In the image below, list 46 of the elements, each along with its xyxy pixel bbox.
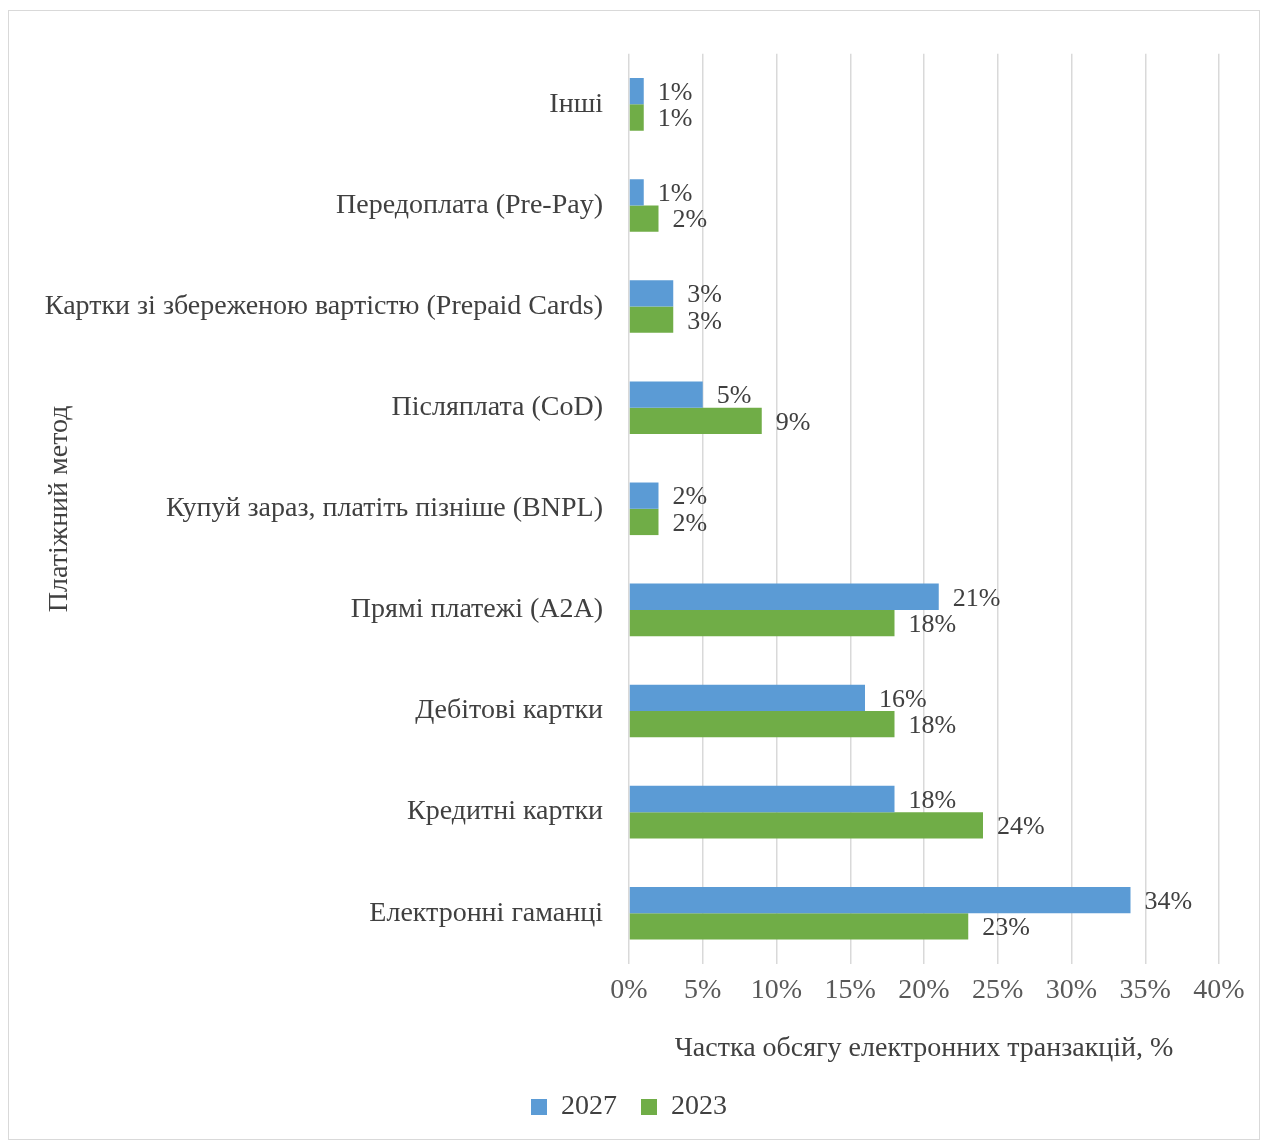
y-tick-label: Купуй зараз, платіть пізніше (BNPL): [166, 491, 603, 523]
y-tick-label: Дебітові картки: [415, 693, 604, 725]
bar: [629, 583, 939, 610]
y-tick-label: Кредитні картки: [406, 794, 604, 826]
x-tick-label: 25%: [972, 972, 1024, 1004]
bar: [629, 205, 659, 232]
bar: [629, 812, 983, 839]
bar: [629, 280, 674, 307]
data-label: 18%: [908, 784, 957, 814]
data-label: 5%: [716, 380, 752, 410]
y-tick-label: Передоплата (Pre-Pay): [336, 187, 603, 219]
x-tick-label: 15%: [824, 972, 876, 1004]
bar: [629, 306, 674, 333]
bar: [629, 609, 895, 637]
bar: [629, 785, 895, 813]
x-tick-label: 30%: [1045, 972, 1098, 1004]
x-tick-label: 35%: [1119, 972, 1171, 1004]
y-tick-label: Картки зі збереженою вартістю (Prepaid Cards): [44, 288, 603, 320]
bar: [629, 684, 865, 712]
bar: [629, 482, 659, 509]
bar: [629, 104, 644, 131]
y-tick-label: Післяплата (CoD): [391, 390, 603, 422]
bar: [629, 381, 703, 408]
data-label: 9%: [775, 406, 811, 436]
y-tick-label: Прямі платежі (A2A): [350, 592, 603, 624]
y-axis-title: Платіжний метод: [42, 405, 74, 613]
x-tick-label: 10%: [750, 972, 803, 1004]
bar: [629, 913, 969, 940]
y-tick-label: Електронні гаманці: [369, 895, 604, 927]
data-label: 24%: [997, 811, 1045, 841]
x-tick-label: 40%: [1193, 972, 1245, 1004]
bar: [629, 407, 762, 434]
bar: [629, 508, 659, 536]
x-tick-label: 0%: [610, 972, 648, 1004]
legend-label: 2023: [671, 1089, 727, 1121]
data-label: 23%: [982, 912, 1030, 942]
legend-label: 2027: [561, 1089, 617, 1121]
bar: [629, 78, 644, 105]
bar: [629, 711, 895, 738]
y-tick-label: Інші: [549, 86, 604, 118]
x-tick-label: 5%: [684, 972, 722, 1004]
bar: [629, 886, 1131, 914]
data-label: 34%: [1144, 885, 1193, 915]
x-tick-label: 20%: [898, 972, 950, 1004]
bar: [629, 179, 644, 206]
x-axis-title: Частка обсягу електронних транзакцій, %: [674, 1030, 1174, 1062]
